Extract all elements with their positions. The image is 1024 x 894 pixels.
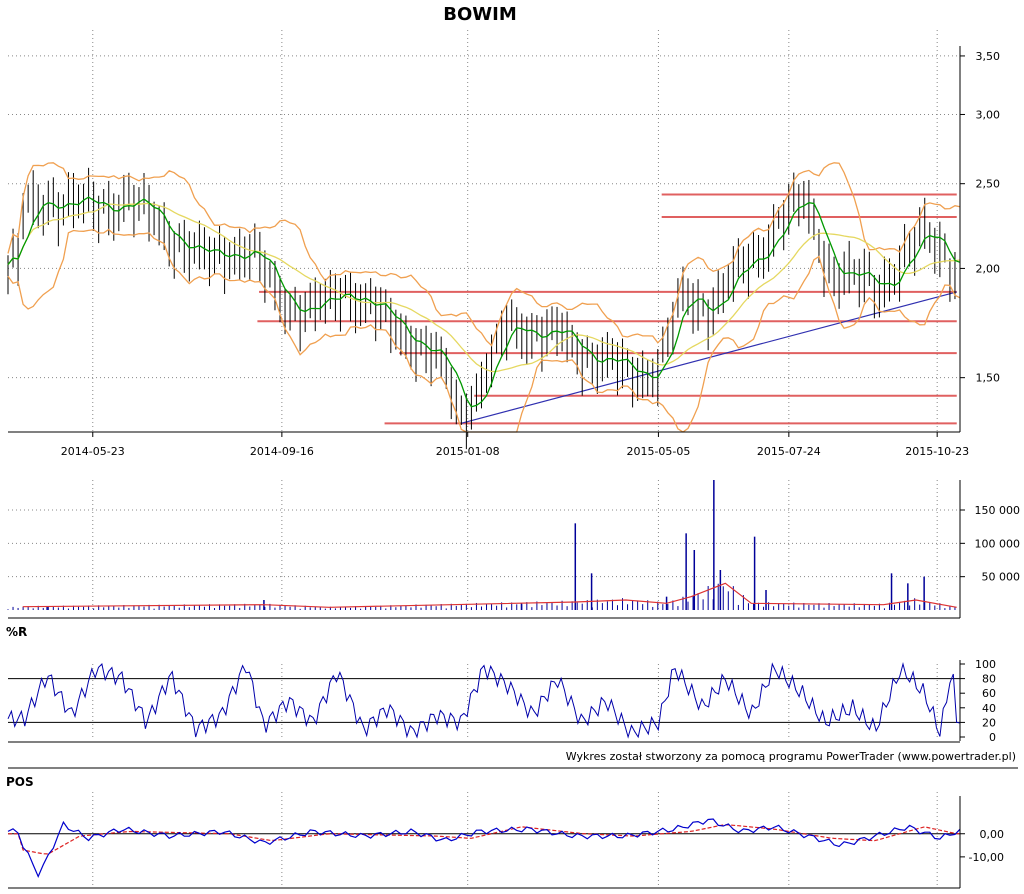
grid-layer: [8, 30, 960, 886]
x-tick-label: 2015-01-08: [436, 445, 500, 458]
x-tick-label: 2015-05-05: [626, 445, 690, 458]
x-tick-label: 2014-09-16: [250, 445, 314, 458]
axes-layer: 2014-05-23 2014-09-16 2015-01-08 2015-05-05…: [8, 46, 1021, 889]
volume-tick-label: 150 000: [975, 504, 1021, 517]
upper-band-line: [7, 162, 961, 347]
price-panel: [7, 162, 961, 450]
volume-average-line: [22, 582, 957, 608]
lower-band-line: [7, 228, 961, 433]
williams-r-title: %R: [6, 625, 27, 639]
volume-tick-label: 50 000: [982, 571, 1021, 584]
x-tick-label: 2015-10-23: [905, 445, 969, 458]
price-tick-label: 3,00: [976, 108, 1001, 121]
williams-tick-label: 60: [982, 687, 996, 700]
williams-r-line: [7, 662, 961, 739]
credit-text: Wykres został stworzony za pomocą progra…: [566, 750, 1016, 763]
williams-tick-label: 80: [982, 673, 996, 686]
long-moving-average-line: [7, 202, 961, 373]
short-moving-average-line: [7, 196, 961, 408]
williams-tick-label: 20: [982, 716, 996, 729]
williams-r-panel: [7, 662, 961, 739]
pos-tick-label: -10,00: [969, 851, 1004, 864]
volume-panel: [7, 480, 961, 610]
price-tick-label: 2,50: [976, 178, 1001, 191]
price-tick-label: 2,00: [976, 262, 1001, 275]
x-tick-label: 2015-07-24: [757, 445, 821, 458]
price-tick-label: 1,50: [976, 372, 1001, 385]
pos-signal-line: [8, 824, 961, 855]
williams-tick-label: 0: [989, 731, 996, 744]
pos-title: POS: [6, 775, 34, 789]
x-tick-label: 2014-05-23: [61, 445, 125, 458]
pos-panel: [7, 818, 961, 879]
williams-tick-label: 40: [982, 702, 996, 715]
williams-tick-label: 100: [975, 658, 996, 671]
chart-title: BOWIM: [443, 4, 517, 25]
pos-tick-label: 0,00: [980, 828, 1005, 841]
pos-line: [7, 818, 961, 879]
price-tick-label: 3,50: [976, 50, 1001, 63]
volume-tick-label: 100 000: [975, 537, 1021, 550]
